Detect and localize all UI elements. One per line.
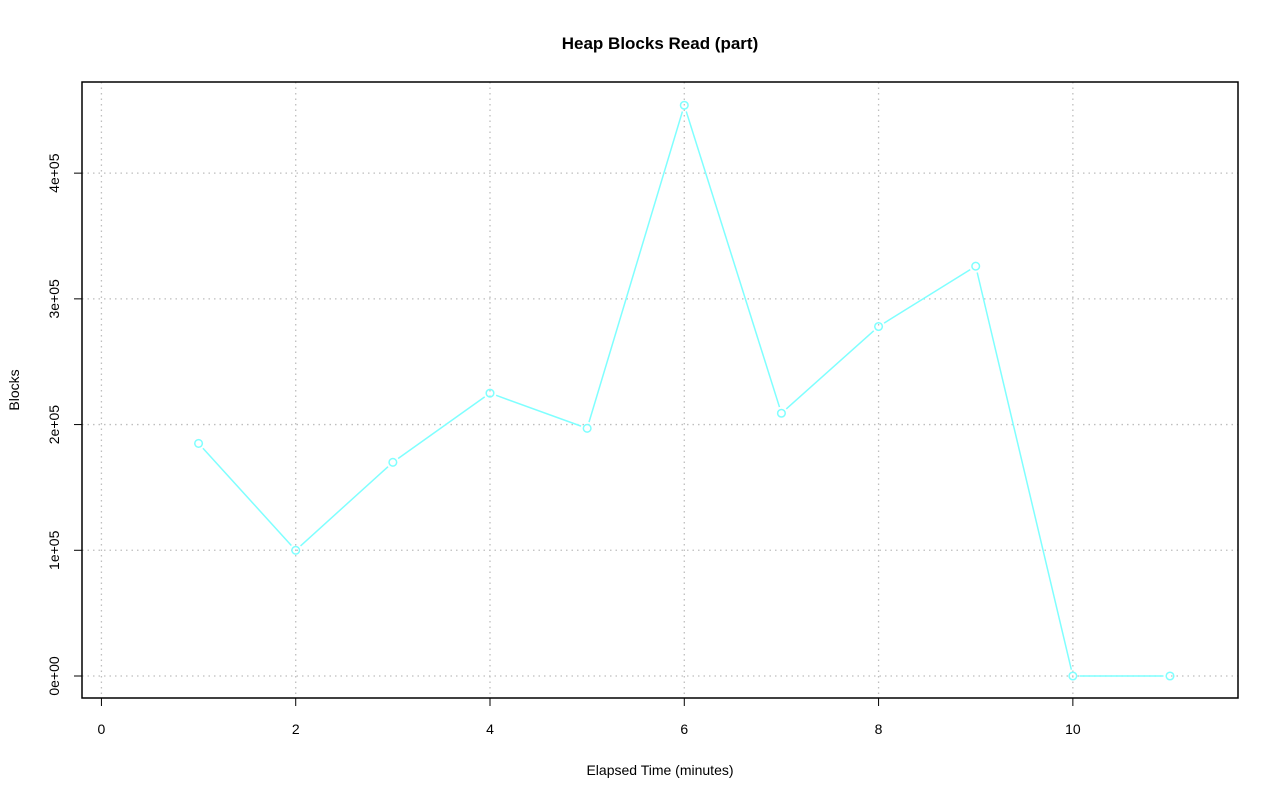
chart-title: Heap Blocks Read (part) [562,34,759,53]
y-tick-label: 0e+00 [46,656,62,696]
data-point [1068,671,1078,681]
axis-layer: 0 2 4 6 8 10 0e+00 1e+05 2e+05 3e+05 4e+05 [46,153,1081,737]
data-point [971,261,981,271]
data-point [291,545,301,555]
y-tick-label: 1e+05 [46,530,62,570]
x-tick-label: 2 [292,721,300,737]
series-line-segment [397,396,486,460]
series-layer [194,100,1175,681]
y-axis-label: Blocks [6,369,22,410]
x-tick-label: 6 [680,721,688,737]
x-axis-label: Elapsed Time (minutes) [586,762,733,778]
series-line-segment [588,111,684,423]
data-point [776,408,786,418]
x-tick-label: 4 [486,721,494,737]
data-point [874,321,884,332]
series-line-segment [202,447,292,546]
series-line-segment [976,272,1073,670]
data-point [194,438,204,448]
data-point [1165,671,1175,681]
y-tick-label: 2e+05 [46,405,62,445]
series-line-segment [300,466,389,547]
plot-frame [81,81,1239,699]
y-tick-label: 3e+05 [46,279,62,319]
y-tick-label: 4e+05 [46,153,62,193]
x-tick-label: 10 [1065,721,1081,737]
series-line-segment [495,394,582,427]
x-tick-label: 8 [875,721,883,737]
grid-layer [82,82,1238,698]
data-point [582,423,592,433]
data-point [485,388,495,398]
series-line-segment [685,111,781,408]
series-line-segment [883,268,971,324]
series-line-segment [785,330,875,410]
data-point [388,457,398,467]
data-point [679,100,689,110]
x-tick-label: 0 [98,721,106,737]
